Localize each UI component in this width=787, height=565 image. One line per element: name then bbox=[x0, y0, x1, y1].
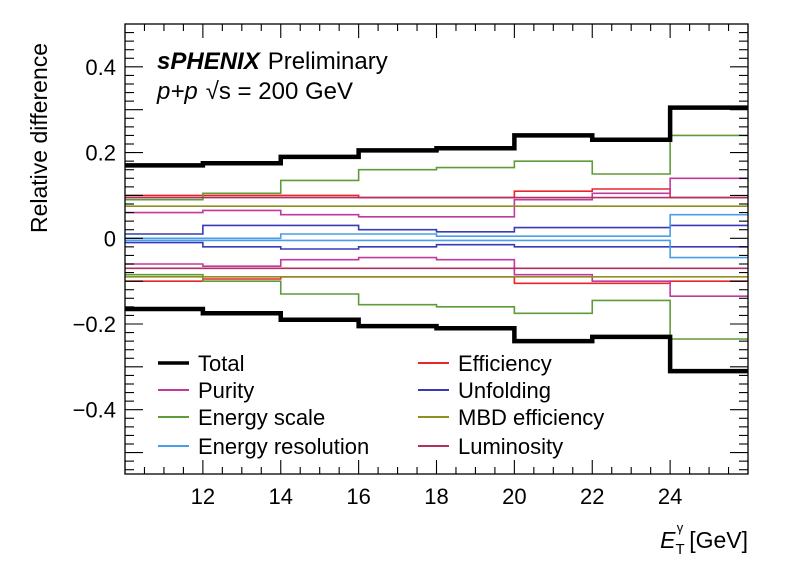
series-efficiency-down bbox=[125, 276, 748, 285]
legend-label-energy-resolution: Energy resolution bbox=[198, 434, 369, 459]
series-energy-resolution-down bbox=[125, 239, 748, 259]
legend-label-efficiency: Efficiency bbox=[458, 351, 552, 376]
system-label: p+p bbox=[156, 78, 198, 105]
series-energy-scale-down bbox=[125, 273, 748, 340]
series-purity-up bbox=[125, 177, 748, 218]
x-tick-label: 12 bbox=[191, 484, 215, 509]
x-tick-label: 18 bbox=[424, 484, 448, 509]
y-axis-title: Relative difference bbox=[26, 43, 52, 233]
legend-label-purity: Purity bbox=[198, 378, 254, 403]
x-tick-label: 16 bbox=[346, 484, 370, 509]
x-tick-label: 14 bbox=[269, 484, 293, 509]
x-tick-label: 20 bbox=[502, 484, 526, 509]
x-axis-title-main: E bbox=[660, 527, 676, 553]
x-axis-title-sub: T bbox=[676, 541, 685, 558]
energy-label: √s = 200 GeV bbox=[206, 78, 353, 105]
x-axis-title: ETγ [GeV] bbox=[660, 520, 748, 558]
y-tick-label: 0.2 bbox=[85, 141, 116, 166]
series-purity-down bbox=[125, 256, 748, 297]
y-tick-label: 0 bbox=[104, 226, 116, 251]
legend-label-total: Total bbox=[198, 351, 244, 376]
annotation: sPHENIX Preliminary p+p √s = 200 GeV bbox=[156, 48, 388, 105]
y-tick-label: −0.2 bbox=[73, 312, 116, 337]
annotation-line-1: sPHENIX Preliminary bbox=[157, 48, 388, 75]
series-layer bbox=[125, 105, 748, 374]
series-energy-resolution-up bbox=[125, 213, 748, 240]
ticks-layer bbox=[124, 23, 749, 474]
series-total-down bbox=[125, 306, 748, 374]
x-tick-label: 22 bbox=[580, 484, 604, 509]
tick-labels: 12 14 16 18 20 22 24 −0.4 −0.2 0 0.2 0.4 bbox=[73, 55, 683, 509]
series-unfolding-up bbox=[125, 224, 748, 235]
experiment-label: sPHENIX bbox=[157, 48, 262, 75]
legend-label-luminosity: Luminosity bbox=[458, 434, 563, 459]
legend-label-mbd-efficiency: MBD efficiency bbox=[458, 405, 604, 430]
x-axis-title-sup: γ bbox=[677, 520, 684, 535]
series-energy-scale-up bbox=[125, 134, 748, 201]
legend-label-unfolding: Unfolding bbox=[458, 378, 551, 403]
series-unfolding-down bbox=[125, 241, 748, 250]
annotation-line-2: p+p √s = 200 GeV bbox=[156, 78, 353, 105]
y-tick-label: −0.4 bbox=[73, 398, 116, 423]
y-tick-label: 0.4 bbox=[85, 55, 116, 80]
status-label: Preliminary bbox=[268, 48, 388, 75]
legend-label-energy-scale: Energy scale bbox=[198, 405, 325, 430]
x-axis-title-unit: [GeV] bbox=[689, 527, 748, 553]
series-total-up bbox=[125, 105, 748, 168]
x-tick-label: 24 bbox=[658, 484, 682, 509]
